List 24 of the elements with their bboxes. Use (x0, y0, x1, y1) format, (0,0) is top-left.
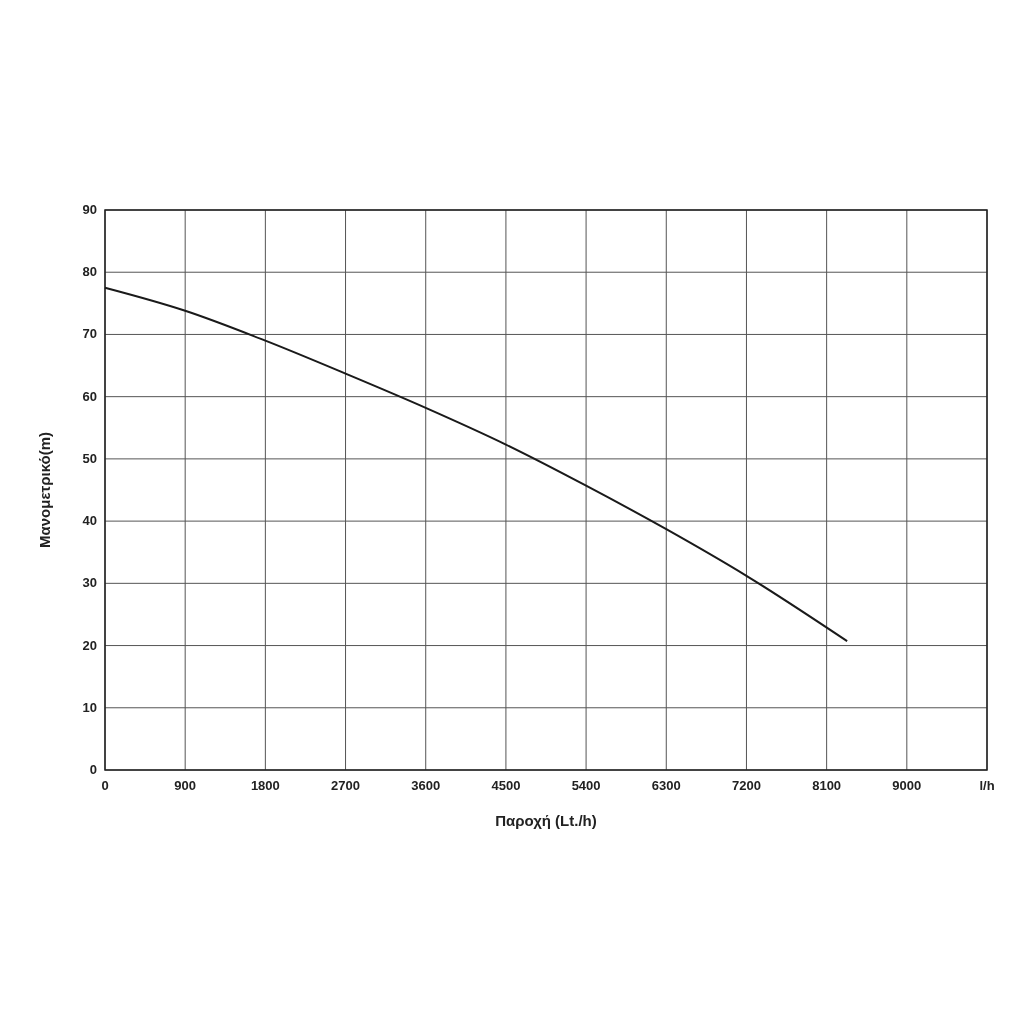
y-tick-label: 0 (89, 762, 97, 777)
y-tick-label: 10 (82, 699, 97, 715)
x-tick-label: 6300 (651, 778, 681, 793)
x-tick-label: 900 (174, 778, 197, 793)
x-axis-title: Παροχή (Lt./h) (495, 812, 597, 829)
x-tick-label: 8100 (812, 778, 842, 793)
y-tick-label: 90 (82, 202, 97, 217)
x-tick-label: 1800 (250, 778, 280, 793)
x-tick-label: 5400 (571, 778, 601, 793)
x-tick-label: 4500 (491, 778, 521, 793)
x-tick-label: l/h (979, 778, 995, 793)
x-tick-label: 0 (101, 778, 109, 793)
y-tick-label: 80 (82, 264, 97, 280)
y-tick-label: 70 (82, 326, 97, 342)
y-tick-label: 60 (82, 388, 97, 404)
y-tick-label: 40 (82, 513, 97, 529)
x-tick-label: 9000 (892, 778, 922, 793)
y-tick-label: 50 (82, 450, 97, 466)
y-axis-title: Μανομετρικό(m) (36, 431, 53, 549)
x-tick-label: 7200 (731, 778, 761, 793)
x-tick-label: 2700 (331, 778, 361, 793)
y-tick-label: 20 (82, 637, 97, 653)
x-tick-label: 3600 (411, 778, 441, 793)
y-tick-label: 30 (82, 575, 97, 591)
